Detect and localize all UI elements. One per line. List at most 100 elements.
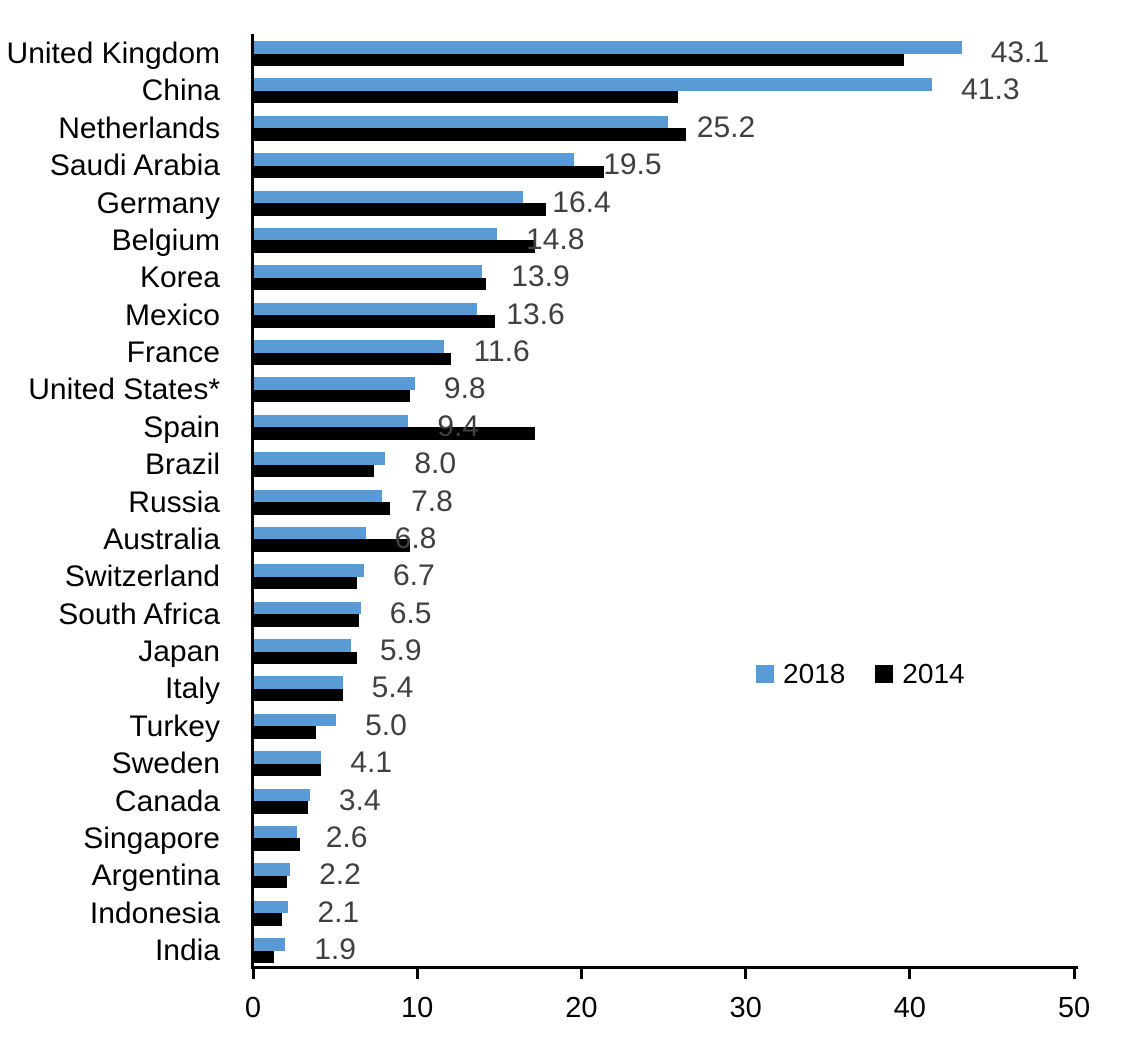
bar-2014	[254, 165, 604, 179]
bar-2018	[254, 863, 291, 876]
x-tick-mark	[251, 966, 255, 979]
value-label: 9.4	[437, 409, 480, 443]
bar-2014	[254, 277, 486, 291]
bar-2014	[254, 614, 360, 627]
value-label: 19.5	[603, 148, 662, 182]
value-label: 4.1	[350, 746, 393, 780]
legend-label-2014: 2014	[902, 658, 965, 689]
bar-2018	[254, 377, 415, 390]
legend-swatch-2018	[756, 665, 774, 683]
bar-2014	[254, 801, 309, 814]
value-label: 25.2	[696, 110, 756, 144]
bar-2018	[254, 751, 322, 764]
bar-2018	[254, 713, 337, 727]
bar-2014	[254, 539, 410, 552]
bar-2014	[254, 838, 300, 851]
bar-2018	[254, 302, 478, 316]
category-label: Saudi Arabia	[49, 149, 220, 183]
category-label: Japan	[138, 635, 220, 668]
category-label: United Kingdom	[6, 37, 220, 70]
bar-2018	[254, 938, 286, 951]
bar-2018	[254, 564, 364, 577]
value-label: 41.3	[961, 73, 1020, 107]
category-label: Korea	[139, 261, 220, 295]
x-tick-label: 20	[565, 992, 598, 1024]
bar-2018	[254, 676, 343, 689]
category-label: Spain	[143, 410, 220, 444]
bar-2014	[254, 203, 547, 216]
legend-entry-2014: 2014	[875, 658, 965, 690]
category-label: France	[126, 336, 220, 369]
category-label: Switzerland	[64, 560, 220, 594]
category-label: Russia	[128, 485, 220, 519]
x-tick-mark	[744, 966, 748, 979]
bar-2018	[254, 526, 366, 540]
value-label: 9.8	[443, 372, 486, 406]
x-tick-label: 50	[1057, 992, 1091, 1024]
legend: 2018 2014	[756, 658, 995, 690]
x-tick-mark	[579, 966, 583, 979]
bar-2018	[254, 788, 310, 801]
bar-2018	[254, 190, 524, 203]
x-tick-label: 10	[401, 992, 434, 1024]
x-axis-line	[251, 966, 1078, 969]
value-label: 6.5	[389, 596, 432, 630]
bar-2014	[254, 427, 535, 440]
category-label: Brazil	[144, 448, 220, 482]
category-label: Mexico	[124, 298, 220, 332]
bar-2018	[254, 489, 383, 502]
bar-2014	[254, 240, 535, 253]
value-label: 2.2	[319, 858, 361, 892]
value-label: 6.7	[393, 559, 435, 593]
x-tick-mark	[415, 966, 419, 979]
bar-2014	[254, 53, 905, 66]
bar-2014	[254, 875, 287, 889]
bar-2018	[254, 340, 445, 353]
value-label: 6.8	[394, 521, 437, 555]
category-label: United States*	[28, 373, 220, 407]
value-label: 14.8	[526, 222, 585, 256]
bar-2018	[254, 414, 409, 428]
category-label: Argentina	[91, 859, 220, 893]
bar-2018	[254, 227, 498, 241]
bar-2014	[254, 315, 496, 328]
x-tick-label: 0	[244, 992, 262, 1024]
bar-2014	[254, 688, 343, 702]
bar-2014	[254, 576, 358, 590]
bar-2014	[254, 913, 282, 926]
y-axis-line	[251, 34, 254, 969]
value-label: 43.1	[990, 36, 1050, 69]
value-label: 5.4	[371, 671, 414, 705]
bar-2014	[254, 389, 410, 403]
bar-2018	[254, 825, 297, 839]
value-label: 13.6	[506, 297, 565, 331]
value-label: 5.9	[379, 634, 422, 667]
category-label: Belgium	[111, 223, 220, 257]
x-tick-label: 30	[729, 992, 762, 1024]
value-label: 2.6	[325, 820, 368, 854]
x-tick-mark	[1072, 966, 1076, 979]
category-label: South Africa	[58, 597, 220, 631]
category-label: Germany	[96, 186, 220, 220]
bar-2014	[254, 352, 452, 365]
bar-2018	[254, 41, 962, 54]
bar-2018	[254, 639, 351, 652]
category-label: India	[154, 934, 220, 967]
x-tick-label: 40	[893, 992, 926, 1024]
legend-entry-2018: 2018	[756, 658, 845, 690]
bar-2018	[254, 265, 483, 278]
value-label: 16.4	[552, 185, 611, 219]
bar-2014	[254, 502, 391, 515]
value-label: 2.1	[317, 895, 360, 929]
value-label: 3.4	[338, 783, 381, 817]
bar-2018	[254, 78, 933, 91]
category-label: Indonesia	[89, 896, 220, 930]
bar-2018	[254, 153, 575, 166]
bar-2014	[254, 726, 317, 739]
bar-2014	[254, 90, 678, 104]
bar-2014	[254, 128, 686, 141]
bar-2014	[254, 464, 374, 478]
bar-2018	[254, 601, 361, 615]
category-label: China	[141, 74, 220, 108]
